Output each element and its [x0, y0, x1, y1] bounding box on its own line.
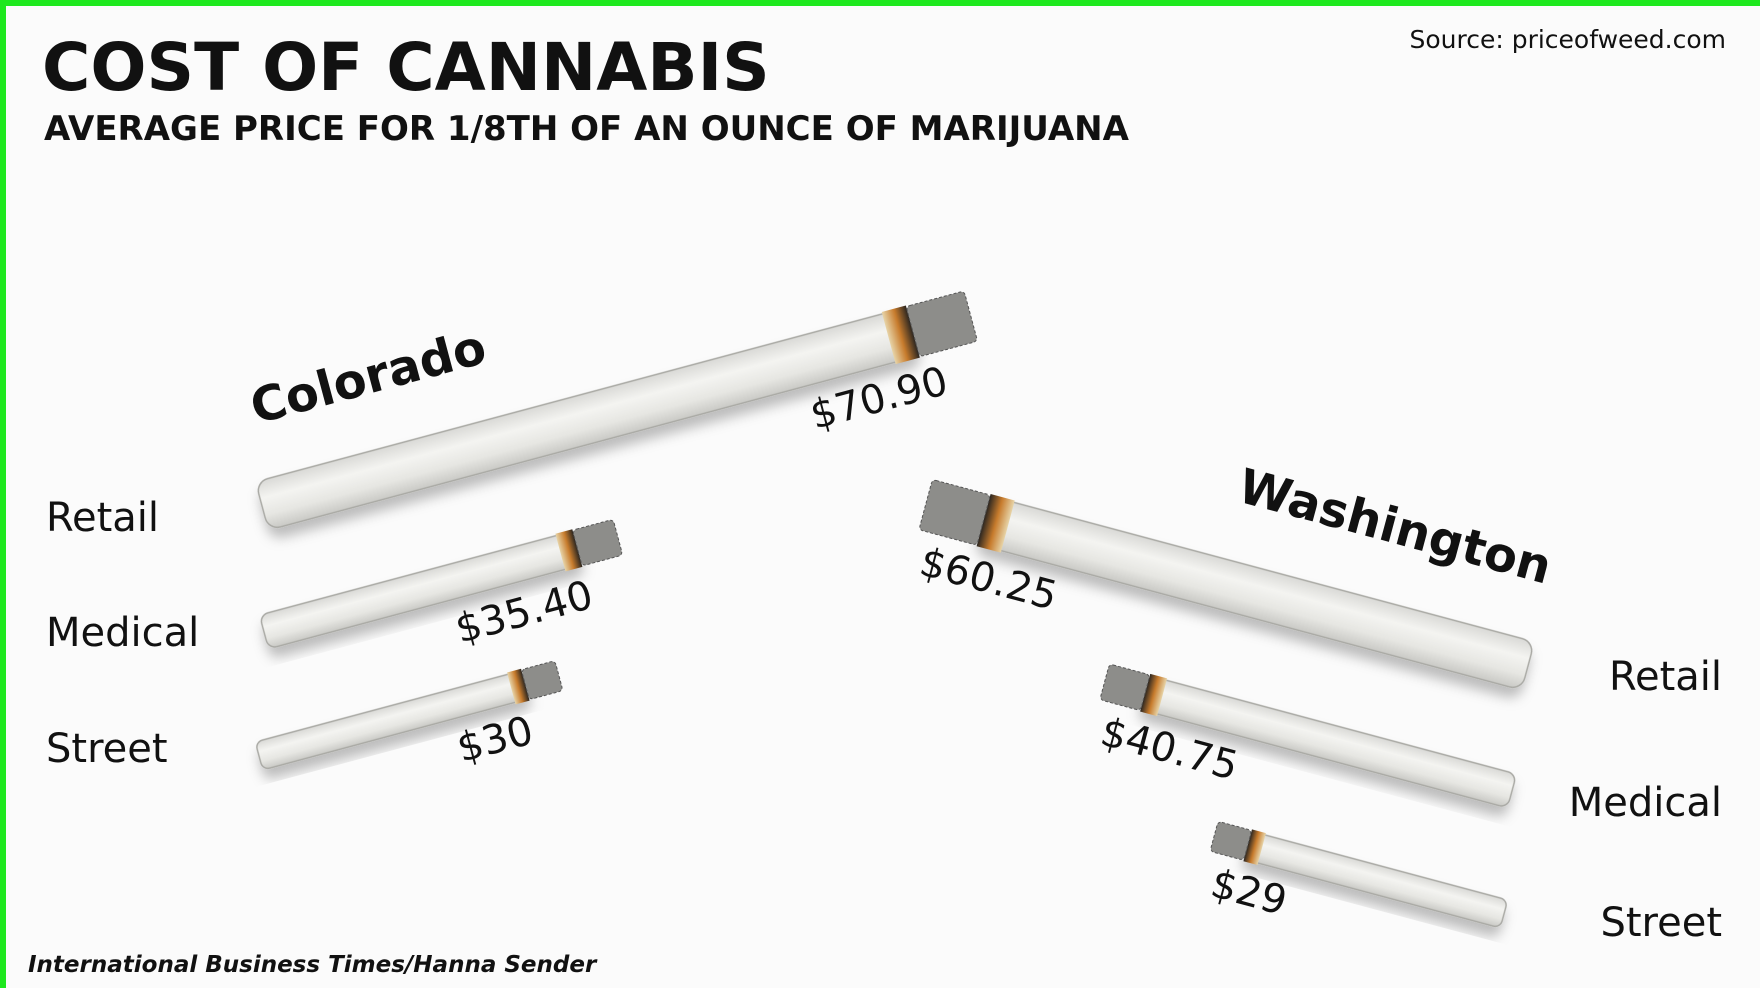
- chart-title: COST OF CANNABIS: [42, 29, 770, 106]
- joint-ash: [906, 291, 978, 357]
- joint: $35.40: [260, 519, 623, 653]
- category-label: Street: [46, 726, 168, 772]
- joint-ash: [1100, 664, 1150, 711]
- joint: $30: [256, 661, 563, 772]
- category-label: Street: [1600, 900, 1722, 946]
- joint-ash: [572, 519, 623, 566]
- joint: $70.90: [257, 291, 978, 529]
- category-label: Medical: [1569, 780, 1722, 826]
- group-label: Colorado: [245, 319, 492, 435]
- credit: International Business Times/Hanna Sende…: [28, 952, 598, 978]
- joint-ash: [1210, 821, 1252, 860]
- chart-subtitle: AVERAGE PRICE FOR 1/8TH OF AN OUNCE OF M…: [44, 109, 1130, 149]
- joint-burn: [1243, 829, 1266, 866]
- joint: $29: [1206, 821, 1507, 928]
- value-label: $29: [1206, 861, 1292, 925]
- joint-burn: [555, 529, 583, 572]
- category-label: Medical: [46, 610, 199, 656]
- category-label: Retail: [1609, 654, 1722, 700]
- joint-burn: [976, 494, 1015, 553]
- joint-ash: [521, 661, 563, 700]
- joint-burn: [507, 668, 530, 705]
- chart: COST OF CANNABIS AVERAGE PRICE FOR 1/8TH…: [28, 25, 1726, 978]
- joint-ash: [919, 479, 990, 545]
- category-label: Retail: [46, 495, 159, 541]
- joint-burn: [881, 305, 920, 365]
- source: Source: priceofweed.com: [1409, 25, 1726, 54]
- series-name: Colorado: [245, 319, 492, 435]
- joint-burn: [1140, 673, 1168, 717]
- joint: $40.75: [1096, 664, 1516, 807]
- value-label: $30: [452, 708, 538, 772]
